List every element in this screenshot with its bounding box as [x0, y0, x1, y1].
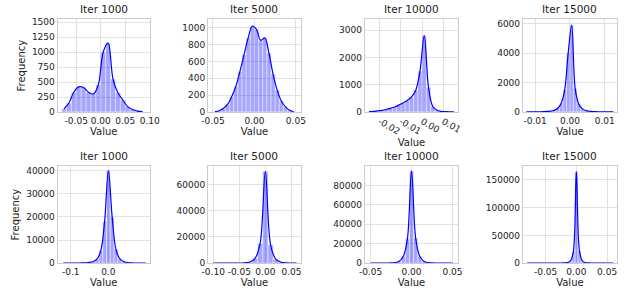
- svg-text:1000: 1000: [339, 80, 362, 90]
- svg-text:-0.02: -0.02: [376, 116, 401, 136]
- svg-text:20000: 20000: [177, 232, 206, 242]
- svg-text:Value: Value: [556, 277, 583, 288]
- svg-text:-0.05: -0.05: [201, 116, 224, 126]
- svg-text:600: 600: [188, 57, 205, 67]
- svg-text:0.00: 0.00: [91, 116, 111, 126]
- svg-text:0.10: 0.10: [140, 116, 160, 126]
- svg-text:3000: 3000: [339, 25, 362, 35]
- svg-text:Value: Value: [241, 277, 268, 288]
- svg-text:40000: 40000: [26, 166, 55, 176]
- svg-text:0.00: 0.00: [419, 116, 442, 135]
- svg-text:-0.05: -0.05: [359, 267, 382, 277]
- svg-text:250: 250: [38, 92, 55, 102]
- svg-text:0.01: 0.01: [595, 116, 615, 126]
- svg-text:Value: Value: [90, 277, 117, 288]
- svg-text:0.00: 0.00: [244, 116, 264, 126]
- svg-text:800: 800: [188, 40, 205, 50]
- svg-text:-0.01: -0.01: [398, 116, 423, 136]
- svg-text:0.00: 0.00: [401, 267, 421, 277]
- svg-text:20000: 20000: [26, 212, 55, 222]
- svg-text:4000: 4000: [497, 48, 520, 58]
- svg-text:1250: 1250: [32, 32, 55, 42]
- svg-text:0: 0: [514, 107, 520, 117]
- svg-text:-0.05: -0.05: [65, 116, 88, 126]
- svg-text:Value: Value: [241, 126, 268, 137]
- svg-text:0: 0: [49, 107, 55, 117]
- svg-text:2000: 2000: [339, 53, 362, 63]
- svg-text:0.00: 0.00: [566, 267, 586, 277]
- svg-text:40000: 40000: [177, 206, 206, 216]
- svg-text:400: 400: [188, 73, 205, 83]
- svg-text:40000: 40000: [333, 219, 362, 229]
- svg-text:0: 0: [199, 258, 205, 268]
- svg-text:0.00: 0.00: [255, 267, 275, 277]
- svg-text:100000: 100000: [486, 203, 521, 213]
- svg-text:0.05: 0.05: [597, 267, 617, 277]
- svg-text:Iter 5000: Iter 5000: [230, 150, 278, 162]
- svg-text:Frequency: Frequency: [16, 40, 27, 92]
- svg-text:Value: Value: [90, 126, 117, 137]
- svg-text:0.05: 0.05: [115, 116, 135, 126]
- svg-text:1000: 1000: [182, 23, 205, 33]
- svg-text:0.00: 0.00: [560, 116, 580, 126]
- svg-text:Value: Value: [556, 126, 583, 137]
- svg-text:-0.05: -0.05: [534, 267, 557, 277]
- svg-text:0: 0: [49, 258, 55, 268]
- svg-text:-0.10: -0.10: [202, 267, 226, 277]
- svg-text:1000: 1000: [32, 47, 55, 57]
- svg-text:0.05: 0.05: [286, 116, 306, 126]
- svg-text:0: 0: [514, 258, 520, 268]
- svg-text:0.05: 0.05: [281, 267, 301, 277]
- svg-text:50000: 50000: [491, 231, 520, 241]
- svg-text:1500: 1500: [32, 17, 55, 27]
- svg-text:Value: Value: [398, 277, 425, 288]
- svg-text:0.05: 0.05: [442, 267, 462, 277]
- svg-text:60000: 60000: [333, 200, 362, 210]
- svg-text:Iter 10000: Iter 10000: [384, 150, 439, 162]
- svg-text:-0.1: -0.1: [62, 267, 80, 277]
- svg-text:0.0: 0.0: [101, 267, 116, 277]
- svg-text:Iter 1000: Iter 1000: [80, 150, 128, 162]
- svg-text:Iter 15000: Iter 15000: [542, 3, 597, 15]
- svg-text:Iter 5000: Iter 5000: [230, 3, 278, 15]
- svg-text:80000: 80000: [333, 181, 362, 191]
- svg-text:30000: 30000: [26, 189, 55, 199]
- svg-text:750: 750: [38, 62, 55, 72]
- svg-text:10000: 10000: [26, 235, 55, 245]
- svg-text:60000: 60000: [177, 180, 206, 190]
- svg-text:20000: 20000: [333, 239, 362, 249]
- svg-text:-0.01: -0.01: [523, 116, 546, 126]
- svg-text:6000: 6000: [497, 19, 520, 29]
- svg-text:150000: 150000: [486, 175, 521, 185]
- svg-text:200: 200: [188, 90, 205, 100]
- svg-text:Iter 15000: Iter 15000: [542, 150, 597, 162]
- svg-text:0.01: 0.01: [440, 116, 462, 135]
- svg-text:0: 0: [199, 107, 205, 117]
- svg-text:Frequency: Frequency: [10, 189, 21, 241]
- svg-text:Iter 1000: Iter 1000: [80, 3, 128, 15]
- svg-text:2000: 2000: [497, 78, 520, 88]
- svg-text:-0.05: -0.05: [228, 267, 251, 277]
- svg-text:Value: Value: [398, 137, 425, 148]
- svg-text:0: 0: [356, 107, 362, 117]
- svg-text:Iter 10000: Iter 10000: [384, 3, 439, 15]
- svg-text:500: 500: [38, 77, 55, 87]
- svg-text:0: 0: [356, 258, 362, 268]
